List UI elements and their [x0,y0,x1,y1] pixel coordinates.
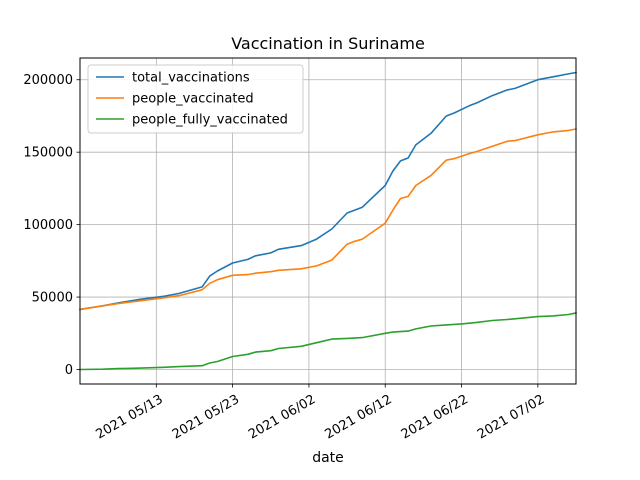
series-line-people-vaccinated [79,128,577,311]
legend: total_vaccinations people_vaccinatedpeopl… [87,64,304,134]
y-tick-label: 0 [65,363,73,378]
y-tick-label: 200000 [23,73,73,88]
legend-label: total_vaccinations [132,71,250,86]
x-axis-label: date [312,450,344,466]
series-lines [79,71,577,371]
grid [80,58,576,384]
y-tick-label: 100000 [23,218,73,233]
series-line-people-fully-vaccinated [79,312,577,371]
plot-frame [79,57,577,385]
y-tick-label: 50000 [32,291,73,306]
series-line-total-vaccinations [79,71,577,311]
legend-label: people_vaccinated [132,92,254,107]
chart-title: Vaccination in Suriname [231,34,425,53]
legend-label: people_fully_vaccinated [132,113,288,128]
y-tick-label: 150000 [23,146,73,161]
legend-box [87,64,304,134]
